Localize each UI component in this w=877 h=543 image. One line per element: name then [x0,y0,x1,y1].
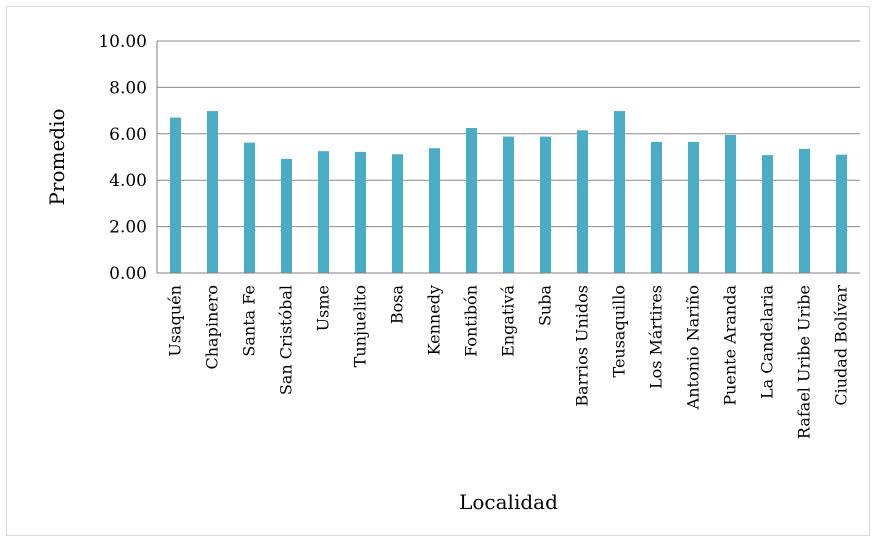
x-tick-label: Antonio Nariño [684,285,703,410]
bar [836,154,847,273]
x-tick-label: Los Mártires [647,285,666,389]
x-tick-labels: Usaquén Chapinero Santa Fe San Cristóbal Usm… [166,285,851,440]
bar [540,136,551,273]
x-tick-label: San Cristóbal [277,285,296,395]
x-tick-label: Engativá [499,285,518,357]
bar [651,141,662,273]
bar [318,151,329,273]
y-tick-label: 2.00 [109,218,147,238]
bar [429,148,440,273]
x-tick-label: Usaquén [166,285,185,357]
bar [799,148,810,273]
bar [207,111,218,274]
y-tick-labels: 0.00 2.00 4.00 6.00 8.00 10.00 [98,32,147,284]
x-tick-label: Kennedy [425,285,444,355]
y-tick-label: 6.00 [109,125,147,145]
bar [170,117,181,273]
bar [503,136,514,273]
y-tick-label: 10.00 [98,32,147,52]
x-tick-label: Barrios Unidos [573,285,592,407]
x-tick-label: Ciudad Bolívar [832,285,851,406]
x-tick-label: Rafael Uribe Uribe [795,285,814,439]
x-tick-label: Chapinero [203,285,222,370]
bar [688,141,699,273]
bar [244,142,255,273]
bar [762,155,773,273]
bar [281,158,292,273]
x-tick-label: Tunjuelito [351,285,370,367]
x-tick-label: La Candelaria [758,285,777,399]
y-tick-label: 4.00 [109,171,147,191]
x-tick-label: Usme [314,285,333,331]
bar [614,111,625,274]
y-tick-label: 0.00 [109,264,147,284]
bars [170,111,847,274]
bar [577,130,588,273]
y-tick-label: 8.00 [109,78,147,98]
x-tick-label: Fontibón [462,285,481,357]
bar [466,128,477,273]
y-axis-title: Promedio [45,108,69,205]
bar [392,154,403,273]
x-tick-label: Teusaquillo [610,285,629,377]
x-tick-label: Puente Aranda [721,285,740,406]
bar [725,134,736,273]
x-tick-label: Santa Fe [240,285,259,357]
x-axis-title: Localidad [459,490,558,514]
x-tick-label: Bosa [388,285,407,325]
x-tick-label: Suba [536,285,555,327]
bar [355,151,366,273]
